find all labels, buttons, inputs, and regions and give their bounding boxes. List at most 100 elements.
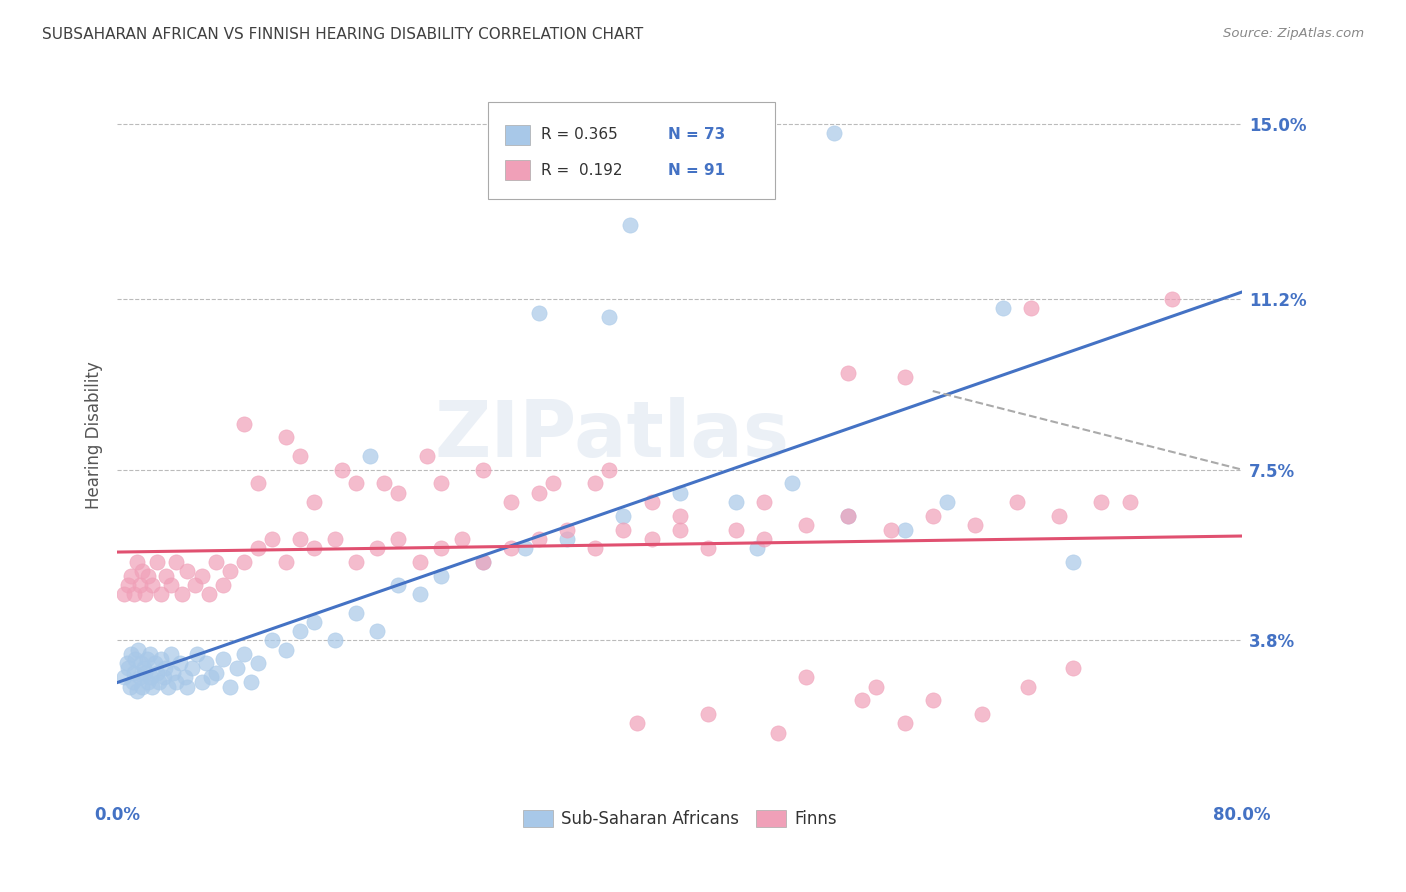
Point	[159, 647, 181, 661]
Point	[162, 665, 184, 680]
Point	[232, 417, 254, 431]
Point	[612, 508, 634, 523]
Point	[387, 578, 409, 592]
Point	[1160, 292, 1182, 306]
Point	[211, 578, 233, 592]
Point	[288, 449, 311, 463]
FancyBboxPatch shape	[505, 125, 530, 145]
Point	[387, 532, 409, 546]
Point	[794, 670, 817, 684]
Point	[218, 564, 240, 578]
Point	[152, 670, 174, 684]
Point	[218, 680, 240, 694]
Point	[555, 532, 578, 546]
Point	[183, 578, 205, 592]
Point	[408, 555, 430, 569]
Point	[122, 665, 145, 680]
Point	[131, 680, 153, 694]
Text: N = 91: N = 91	[668, 163, 725, 178]
Point	[232, 647, 254, 661]
Point	[149, 587, 172, 601]
Point	[176, 564, 198, 578]
Point	[766, 725, 789, 739]
Point	[752, 495, 775, 509]
Point	[246, 541, 269, 555]
Point	[186, 647, 208, 661]
Point	[1090, 495, 1112, 509]
Point	[115, 657, 138, 671]
Point	[122, 587, 145, 601]
Point	[190, 674, 212, 689]
Point	[170, 587, 193, 601]
Point	[165, 674, 187, 689]
Point	[499, 541, 522, 555]
Point	[125, 555, 148, 569]
Point	[837, 508, 859, 523]
Point	[323, 633, 346, 648]
Point	[134, 587, 156, 601]
Point	[963, 518, 986, 533]
Point	[429, 541, 451, 555]
Text: ZIPatlas: ZIPatlas	[434, 397, 790, 473]
Point	[141, 680, 163, 694]
Point	[471, 463, 494, 477]
Point	[598, 463, 620, 477]
Point	[124, 652, 146, 666]
Point	[1019, 301, 1042, 315]
Text: R = 0.365: R = 0.365	[541, 128, 619, 142]
Point	[288, 624, 311, 639]
Point	[120, 568, 142, 582]
Point	[415, 449, 437, 463]
Point	[471, 555, 494, 569]
Point	[225, 661, 247, 675]
Point	[583, 476, 606, 491]
Point	[141, 578, 163, 592]
Point	[598, 310, 620, 325]
Point	[450, 532, 472, 546]
Point	[366, 624, 388, 639]
Point	[112, 670, 135, 684]
Text: SUBSAHARAN AFRICAN VS FINNISH HEARING DISABILITY CORRELATION CHART: SUBSAHARAN AFRICAN VS FINNISH HEARING DI…	[42, 27, 644, 42]
Point	[139, 670, 162, 684]
Point	[323, 532, 346, 546]
Point	[970, 707, 993, 722]
Point	[752, 532, 775, 546]
Point	[837, 366, 859, 380]
Point	[619, 218, 641, 232]
Point	[1062, 661, 1084, 675]
Point	[132, 661, 155, 675]
Text: Source: ZipAtlas.com: Source: ZipAtlas.com	[1223, 27, 1364, 40]
Text: R =  0.192: R = 0.192	[541, 163, 623, 178]
Point	[134, 665, 156, 680]
Point	[1047, 508, 1070, 523]
Point	[668, 508, 690, 523]
Point	[232, 555, 254, 569]
Point	[893, 523, 915, 537]
Point	[513, 541, 536, 555]
Point	[302, 495, 325, 509]
Point	[204, 665, 226, 680]
Point	[541, 476, 564, 491]
Text: N = 73: N = 73	[668, 128, 725, 142]
Point	[879, 523, 901, 537]
Point	[612, 523, 634, 537]
Point	[190, 568, 212, 582]
Point	[117, 578, 139, 592]
Point	[118, 680, 141, 694]
Point	[344, 476, 367, 491]
Point	[373, 476, 395, 491]
Point	[696, 707, 718, 722]
Point	[136, 674, 159, 689]
Point	[626, 716, 648, 731]
Point	[991, 301, 1014, 315]
Point	[745, 541, 768, 555]
Legend: Sub-Saharan Africans, Finns: Sub-Saharan Africans, Finns	[516, 803, 844, 834]
Point	[145, 665, 167, 680]
Point	[865, 680, 887, 694]
Point	[921, 693, 943, 707]
Point	[366, 541, 388, 555]
Point	[921, 508, 943, 523]
Point	[274, 430, 297, 444]
Point	[1017, 680, 1039, 694]
Point	[149, 652, 172, 666]
